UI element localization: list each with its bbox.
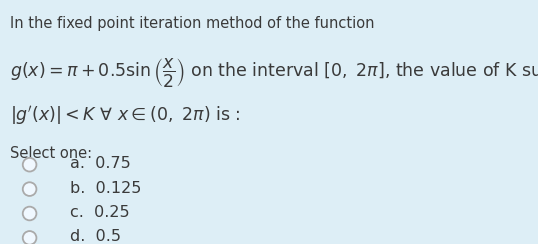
Text: In the fixed point iteration method of the function: In the fixed point iteration method of t…	[10, 16, 374, 31]
Text: b.  0.125: b. 0.125	[70, 181, 141, 195]
Ellipse shape	[23, 182, 37, 196]
Ellipse shape	[23, 207, 37, 220]
Text: $|g'(x)| < K\ \forall\ x \in (0,\ 2\pi)$ is :: $|g'(x)| < K\ \forall\ x \in (0,\ 2\pi)$…	[10, 104, 240, 127]
Text: a.  0.75: a. 0.75	[70, 156, 131, 171]
Text: Select one:: Select one:	[10, 146, 92, 161]
Ellipse shape	[23, 231, 37, 244]
Ellipse shape	[23, 158, 37, 172]
Text: c.  0.25: c. 0.25	[70, 205, 130, 220]
Text: $g(x) = \pi + 0.5 \sin \left(\dfrac{x}{2}\right)$ on the interval $[0,\ 2\pi]$, : $g(x) = \pi + 0.5 \sin \left(\dfrac{x}{2…	[10, 56, 538, 89]
Text: d.  0.5: d. 0.5	[70, 229, 121, 244]
